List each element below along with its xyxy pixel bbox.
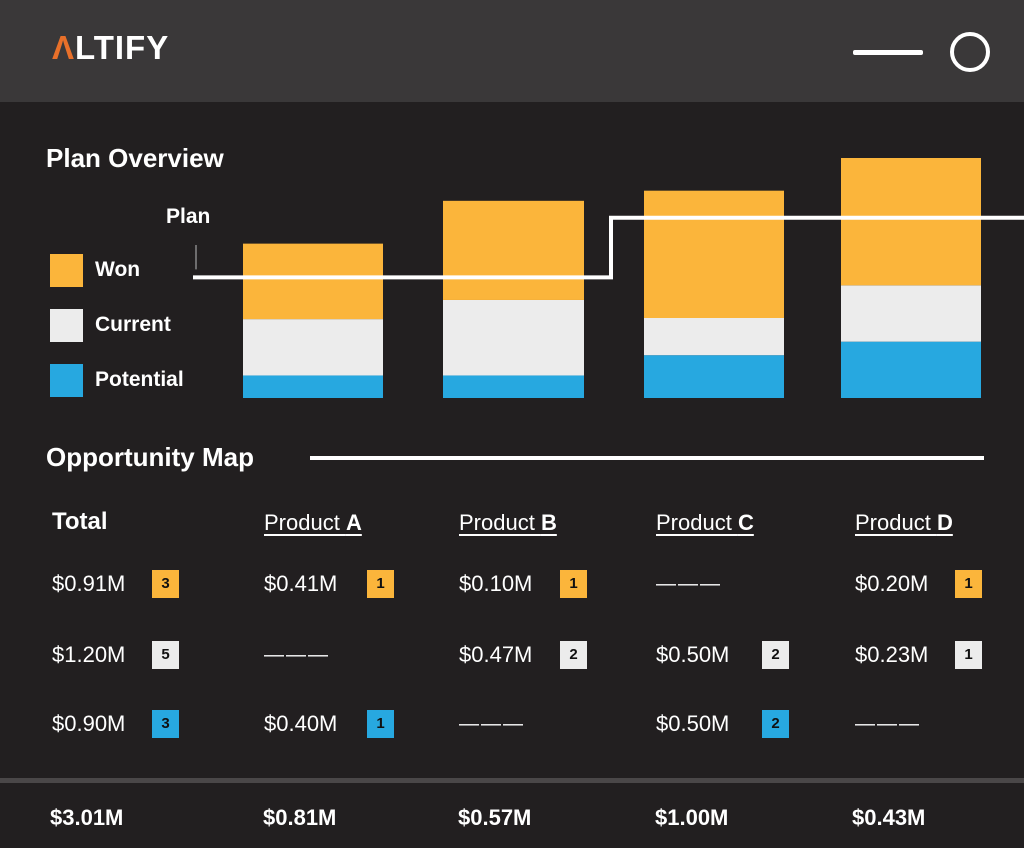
product-c-prefix: Product: [656, 510, 738, 535]
product-d-letter: D: [936, 510, 953, 535]
count-badge: 3: [152, 710, 179, 738]
opportunity-amount: $0.40M: [264, 711, 338, 736]
altify-logo[interactable]: ΛLTIFY: [52, 30, 169, 66]
opportunity-amount: $0.47M: [459, 642, 533, 667]
product-a-letter: A: [345, 510, 362, 535]
product-b-header[interactable]: Product B: [459, 510, 557, 536]
empty-value-dash: ———: [459, 713, 525, 735]
bar-segment-potential-3[interactable]: [644, 355, 784, 398]
opportunity-amount: $0.50M: [656, 711, 730, 736]
product-b-prefix: Product: [459, 510, 541, 535]
opportunity-amount: $0.90M: [52, 711, 126, 736]
legend-swatch-won: [50, 254, 83, 287]
count-badge: 2: [762, 710, 789, 738]
plan-overview-title: Plan Overview: [46, 143, 224, 173]
count-badge: 3: [152, 570, 179, 598]
bar-segment-won-4[interactable]: [841, 158, 981, 286]
opportunity-amount: $0.20M: [855, 571, 929, 596]
product-c-header[interactable]: Product C: [656, 510, 754, 536]
bar-segment-won-1[interactable]: [243, 243, 383, 320]
count-badge: 1: [955, 570, 982, 598]
opportunity-amount: $0.91M: [52, 571, 126, 596]
bar-segment-potential-2[interactable]: [443, 375, 584, 398]
product-a-total: $0.81M: [263, 805, 337, 830]
bar-segment-won-3[interactable]: [644, 190, 784, 318]
product-a-header[interactable]: Product A: [264, 510, 362, 536]
legend-swatch-potential: [50, 364, 83, 397]
top-bar: ΛLTIFY: [0, 0, 1024, 102]
count-badge: 1: [367, 710, 394, 738]
plan-overview-chart: [193, 158, 1024, 398]
count-badge: 1: [367, 570, 394, 598]
count-badge: 5: [152, 641, 179, 669]
count-badge: 1: [955, 641, 982, 669]
opportunity-amount: $1.20M: [52, 642, 126, 667]
product-c-total: $1.00M: [655, 805, 729, 830]
bar-segment-won-2[interactable]: [443, 200, 584, 300]
bar-segment-potential-1[interactable]: [243, 375, 383, 398]
totals-footer: $3.01M $0.81M $0.57M $1.00M $0.43M: [0, 778, 1024, 848]
opportunity-amount: $0.50M: [656, 642, 730, 667]
product-c-letter: C: [737, 510, 754, 535]
logo-text: LTIFY: [75, 29, 170, 66]
legend-label-potential: Potential: [95, 368, 184, 391]
product-d-header[interactable]: Product D: [855, 510, 953, 536]
plan-line: [193, 215, 1024, 280]
product-b-letter: B: [540, 510, 557, 535]
product-d-total: $0.43M: [852, 805, 926, 830]
empty-value-dash: ———: [855, 713, 921, 735]
count-badge: 2: [560, 641, 587, 669]
bar-segment-current-2[interactable]: [443, 299, 584, 376]
opportunity-amount: $0.23M: [855, 642, 929, 667]
count-badge: 1: [560, 570, 587, 598]
product-a-prefix: Product: [264, 510, 346, 535]
section-divider: [310, 456, 984, 460]
bar-segment-current-4[interactable]: [841, 285, 981, 342]
bar-segment-current-3[interactable]: [644, 318, 784, 356]
legend-label-won: Won: [95, 258, 141, 281]
product-d-prefix: Product: [855, 510, 937, 535]
legend-swatch-current: [50, 309, 83, 342]
opportunity-amount: $0.41M: [264, 571, 338, 596]
empty-value-dash: ———: [656, 573, 722, 595]
total-column-header: Total: [52, 508, 108, 535]
count-badge: 2: [762, 641, 789, 669]
logo-accent: Λ: [52, 29, 76, 66]
legend-label-current: Current: [95, 313, 171, 336]
plan-line-label: Plan: [166, 205, 211, 228]
opportunity-amount: $0.10M: [459, 571, 533, 596]
opportunity-map-title: Opportunity Map: [46, 442, 254, 472]
total-sum: $3.01M: [50, 805, 124, 830]
product-b-total: $0.57M: [458, 805, 532, 830]
profile-circle-icon[interactable]: [950, 32, 990, 72]
empty-value-dash: ———: [264, 644, 330, 666]
bar-segment-potential-4[interactable]: [841, 341, 981, 398]
bar-segment-current-1[interactable]: [243, 319, 383, 376]
menu-icon[interactable]: [853, 50, 923, 55]
